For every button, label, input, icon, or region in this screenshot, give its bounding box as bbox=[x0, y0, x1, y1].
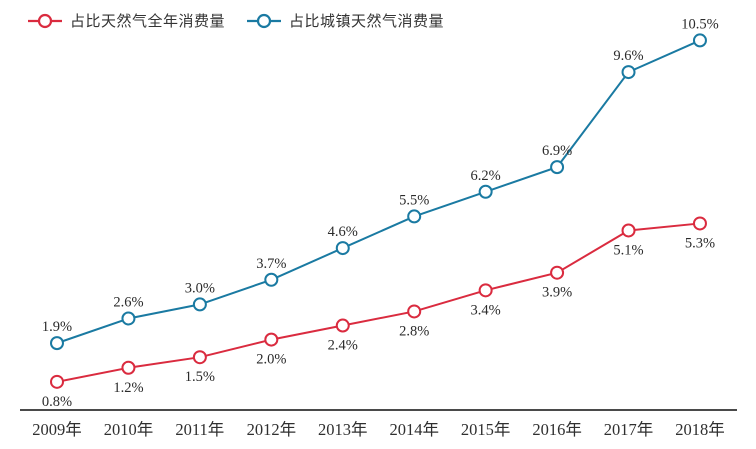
x-axis-tick-label: 2009年 bbox=[32, 420, 82, 439]
data-point-gas-annual-consumption-share bbox=[335, 318, 350, 333]
data-point-label-urban-gas-consumption-share: 3.7% bbox=[256, 256, 286, 272]
data-point-urban-gas-consumption-share bbox=[407, 209, 422, 224]
x-axis-tick-label: 2018年 bbox=[675, 420, 725, 439]
data-point-urban-gas-consumption-share bbox=[264, 272, 279, 287]
data-point-gas-annual-consumption-share bbox=[121, 360, 136, 375]
data-point-gas-annual-consumption-share bbox=[264, 332, 279, 347]
data-point-label-urban-gas-consumption-share: 6.2% bbox=[471, 168, 501, 184]
data-point-urban-gas-consumption-share bbox=[692, 33, 707, 48]
data-point-urban-gas-consumption-share bbox=[621, 65, 636, 80]
data-point-label-gas-annual-consumption-share: 3.4% bbox=[471, 302, 501, 318]
x-axis-tick-label: 2012年 bbox=[247, 420, 297, 439]
data-point-gas-annual-consumption-share bbox=[478, 283, 493, 298]
data-point-urban-gas-consumption-share bbox=[192, 297, 207, 312]
data-point-label-gas-annual-consumption-share: 0.8% bbox=[42, 394, 72, 410]
x-axis-tick-label: 2015年 bbox=[461, 420, 511, 439]
legend: 占比天然气全年消费量 占比城镇天然气消费量 bbox=[28, 10, 444, 31]
data-point-label-urban-gas-consumption-share: 4.6% bbox=[328, 224, 358, 240]
data-point-label-urban-gas-consumption-share: 6.9% bbox=[542, 143, 572, 159]
data-point-label-gas-annual-consumption-share: 1.5% bbox=[185, 369, 215, 385]
data-point-label-urban-gas-consumption-share: 2.6% bbox=[113, 294, 143, 310]
legend-item-annual-consumption: 占比天然气全年消费量 bbox=[28, 10, 225, 31]
data-point-urban-gas-consumption-share bbox=[121, 311, 136, 326]
series-line-urban-gas-consumption-share bbox=[56, 39, 701, 345]
x-axis-tick-label: 2013年 bbox=[318, 420, 368, 439]
data-point-label-gas-annual-consumption-share: 5.1% bbox=[613, 242, 643, 258]
x-axis-tick-label: 2014年 bbox=[389, 420, 439, 439]
data-point-gas-annual-consumption-share bbox=[407, 304, 422, 319]
data-point-gas-annual-consumption-share bbox=[550, 265, 565, 280]
x-axis-tick-label: 2010年 bbox=[104, 420, 154, 439]
data-point-gas-annual-consumption-share bbox=[621, 223, 636, 238]
data-point-gas-annual-consumption-share bbox=[692, 216, 707, 231]
x-axis-tick-label: 2017年 bbox=[604, 420, 654, 439]
x-axis-tick-label: 2016年 bbox=[532, 420, 582, 439]
data-point-label-gas-annual-consumption-share: 2.8% bbox=[399, 323, 429, 339]
data-point-label-gas-annual-consumption-share: 3.9% bbox=[542, 285, 572, 301]
data-point-label-gas-annual-consumption-share: 1.2% bbox=[113, 380, 143, 396]
data-point-label-gas-annual-consumption-share: 2.0% bbox=[256, 352, 286, 368]
data-point-urban-gas-consumption-share bbox=[550, 160, 565, 175]
data-point-label-gas-annual-consumption-share: 2.4% bbox=[328, 338, 358, 354]
series-line-gas-annual-consumption-share bbox=[56, 222, 701, 383]
legend-marker-blue-icon bbox=[247, 13, 282, 28]
data-point-label-urban-gas-consumption-share: 10.5% bbox=[681, 16, 718, 32]
data-point-label-gas-annual-consumption-share: 5.3% bbox=[685, 235, 715, 251]
data-point-label-urban-gas-consumption-share: 9.6% bbox=[613, 48, 643, 64]
data-point-label-urban-gas-consumption-share: 5.5% bbox=[399, 192, 429, 208]
data-point-urban-gas-consumption-share bbox=[478, 184, 493, 199]
data-point-gas-annual-consumption-share bbox=[192, 350, 207, 365]
x-axis-tick-label: 2011年 bbox=[175, 420, 224, 439]
legend-label-urban-consumption: 占比城镇天然气消费量 bbox=[289, 14, 445, 30]
data-point-label-urban-gas-consumption-share: 1.9% bbox=[42, 319, 72, 335]
data-point-label-urban-gas-consumption-share: 3.0% bbox=[185, 280, 215, 296]
data-point-urban-gas-consumption-share bbox=[50, 336, 64, 351]
legend-marker-red-icon bbox=[28, 13, 62, 28]
legend-item-urban-consumption: 占比城镇天然气消费量 bbox=[247, 10, 444, 31]
legend-label-annual-consumption: 占比天然气全年消费量 bbox=[70, 14, 226, 30]
data-point-urban-gas-consumption-share bbox=[335, 241, 350, 256]
data-point-gas-annual-consumption-share bbox=[50, 374, 64, 389]
